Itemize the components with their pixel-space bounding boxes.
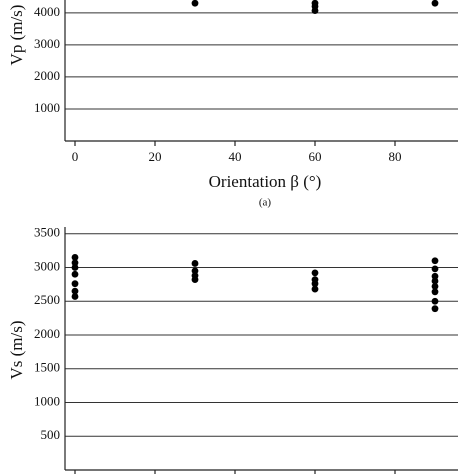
x-tick-label: 80 xyxy=(389,149,402,164)
x-tick-label: 60 xyxy=(309,149,322,164)
data-point xyxy=(71,280,79,288)
data-point xyxy=(71,264,79,271)
data-point xyxy=(71,270,79,278)
data-point xyxy=(431,305,439,313)
y-axis-title: Vp (m/s) xyxy=(7,5,26,66)
data-point xyxy=(191,267,199,275)
data-point xyxy=(431,297,439,305)
x-tick-label: 20 xyxy=(149,149,162,164)
data-point xyxy=(71,253,79,261)
data-point xyxy=(71,259,79,267)
x-tick-label: 0 xyxy=(72,149,79,164)
data-point xyxy=(191,0,199,7)
y-tick-label: 1500 xyxy=(34,360,60,375)
caption: (a) xyxy=(259,197,272,209)
y-tick-label: 1000 xyxy=(34,100,60,115)
data-point xyxy=(431,277,439,285)
data-point xyxy=(431,272,439,280)
data-point xyxy=(191,272,199,279)
data-point xyxy=(311,0,319,7)
data-point xyxy=(431,0,439,7)
y-tick-label: 3500 xyxy=(34,225,60,240)
y-tick-label: 500 xyxy=(41,427,61,442)
y-tick-label: 2000 xyxy=(34,68,60,83)
y-tick-label: 1000 xyxy=(34,393,60,408)
x-axis-title: Orientation β (°) xyxy=(209,172,322,191)
data-point xyxy=(191,260,199,267)
y-axis-title: Vs (m/s) xyxy=(7,320,26,379)
data-point xyxy=(431,283,439,290)
data-point xyxy=(431,265,439,273)
data-point xyxy=(311,276,319,284)
data-point xyxy=(311,269,319,277)
data-point xyxy=(311,285,319,293)
x-tick-label: 40 xyxy=(229,149,242,164)
data-point xyxy=(71,293,79,300)
y-tick-label: 3000 xyxy=(34,258,60,273)
data-point xyxy=(71,287,79,295)
y-tick-label: 3000 xyxy=(34,36,60,51)
y-tick-label: 2000 xyxy=(34,326,60,341)
y-tick-label: 2500 xyxy=(34,292,60,307)
data-point xyxy=(431,288,439,296)
y-tick-label: 4000 xyxy=(34,4,60,19)
data-point xyxy=(431,257,439,265)
